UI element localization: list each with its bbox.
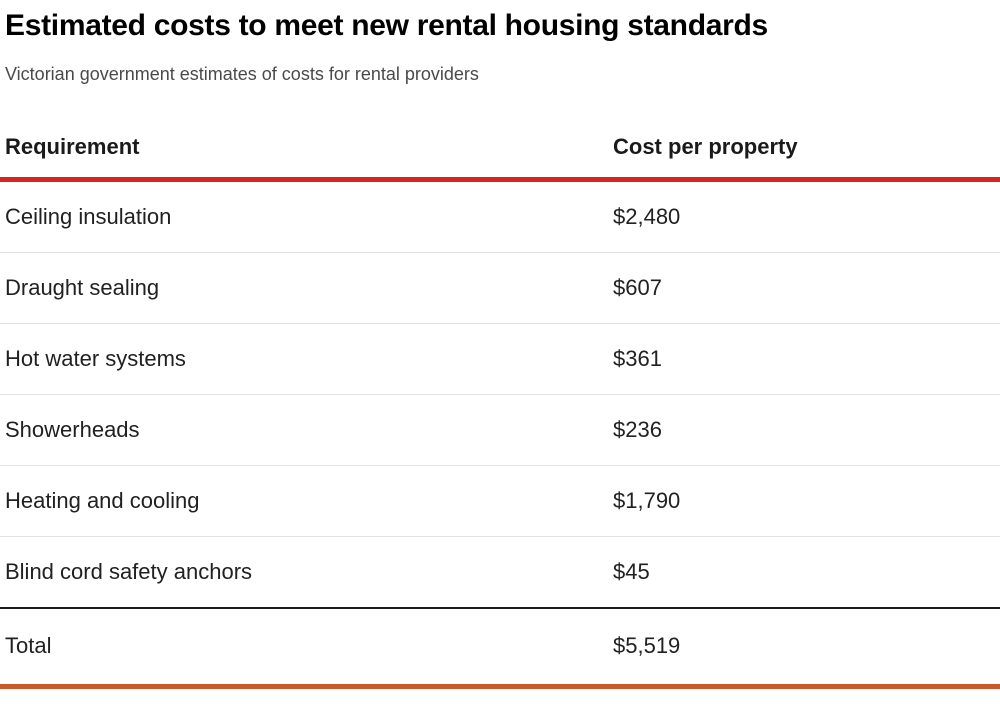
table-row: Showerheads $236 [0, 394, 1000, 466]
cost-table: Requirement Cost per property Ceiling in… [0, 119, 1000, 689]
row-value: $45 [613, 558, 650, 584]
row-value: $236 [613, 416, 662, 442]
chart-container: Estimated costs to meet new rental housi… [0, 9, 1000, 689]
total-label: Total [5, 633, 52, 659]
row-value: $1,790 [613, 487, 681, 513]
column-header-requirement: Requirement [5, 133, 140, 159]
row-label: Blind cord safety anchors [5, 558, 253, 584]
table-row: Draught sealing $607 [0, 252, 1000, 324]
table-row: Hot water systems $361 [0, 323, 1000, 395]
row-label: Draught sealing [5, 274, 160, 300]
row-value: $2,480 [613, 203, 681, 229]
total-row: Total $5,519 [0, 608, 1000, 687]
column-header-cost: Cost per property [613, 133, 798, 159]
row-label: Showerheads [5, 416, 140, 442]
row-label: Hot water systems [5, 345, 186, 371]
table-body: Ceiling insulation $2,480 Draught sealin… [0, 179, 1000, 608]
row-label: Ceiling insulation [5, 203, 172, 229]
row-value: $607 [613, 274, 662, 300]
table-footer: Total $5,519 [0, 608, 1000, 687]
total-value: $5,519 [613, 633, 681, 659]
row-label: Heating and cooling [5, 487, 200, 513]
header-row: Requirement Cost per property [0, 119, 1000, 180]
table-row: Heating and cooling $1,790 [0, 465, 1000, 537]
row-value: $361 [613, 345, 662, 371]
page-subtitle: Victorian government estimates of costs … [5, 64, 479, 84]
table-row: Ceiling insulation $2,480 [0, 179, 1000, 253]
table-row: Blind cord safety anchors $45 [0, 536, 1000, 608]
page-title: Estimated costs to meet new rental housi… [5, 9, 768, 42]
table-header: Requirement Cost per property [0, 119, 1000, 180]
